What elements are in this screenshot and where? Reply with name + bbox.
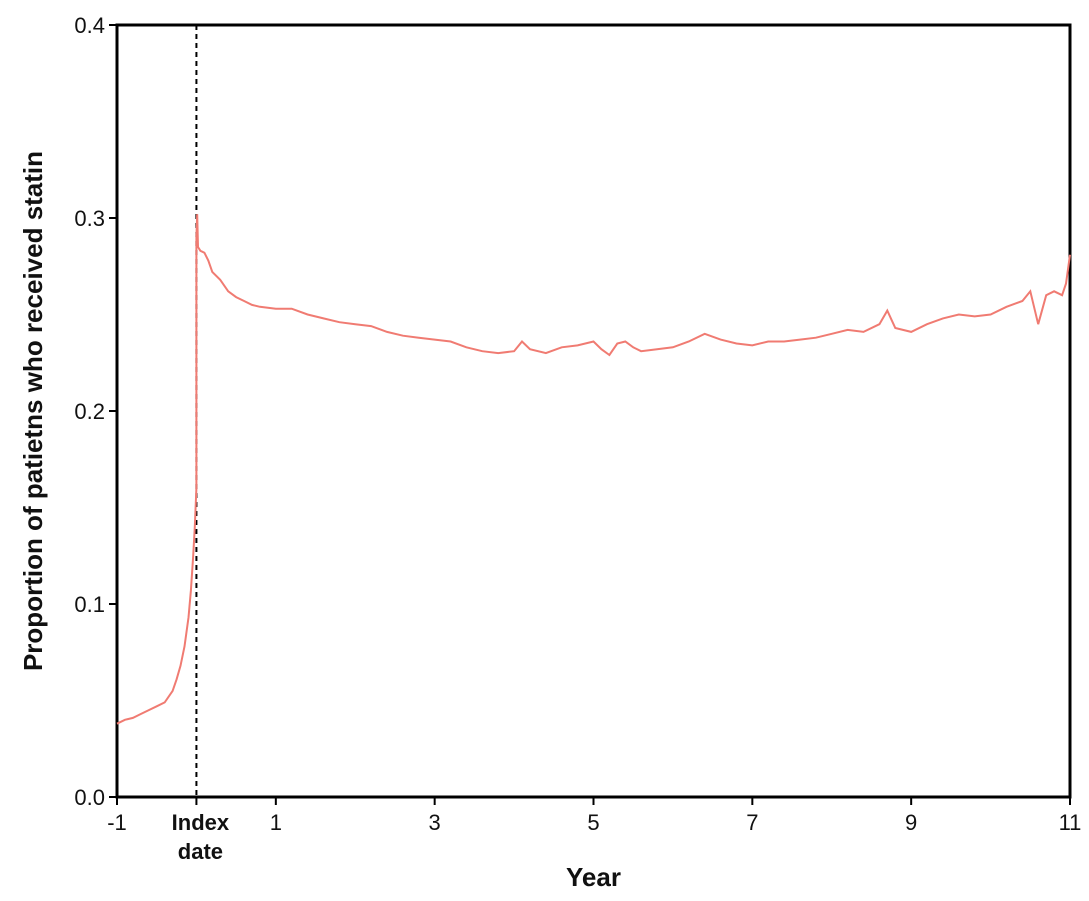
index-date-label-line2: date	[178, 839, 223, 864]
y-tick-label: 0.3	[74, 206, 105, 231]
y-axis-title: Proportion of patietns who received stat…	[18, 151, 48, 671]
y-tick-label: 0.1	[74, 592, 105, 617]
y-tick-label: 0.0	[74, 785, 105, 810]
y-tick-label: 0.4	[74, 13, 105, 38]
x-tick-label: 3	[429, 810, 441, 835]
x-axis-ticks: -1 1 3 5 7 9 11	[107, 797, 1081, 835]
x-tick-label: 9	[905, 810, 917, 835]
x-tick-label: 7	[746, 810, 758, 835]
series-line	[116, 214, 1071, 725]
x-tick-label: 11	[1059, 810, 1082, 835]
x-tick-label: -1	[107, 810, 127, 835]
y-tick-label: 0.2	[74, 399, 105, 424]
x-tick-label: 1	[270, 810, 282, 835]
y-axis-ticks: 0.0 0.1 0.2 0.3 0.4	[74, 13, 117, 810]
x-axis-title: Year	[566, 862, 621, 892]
x-tick-label: 5	[587, 810, 599, 835]
plot-frame	[115, 23, 1072, 799]
index-date-label-line1: Index	[172, 810, 230, 835]
